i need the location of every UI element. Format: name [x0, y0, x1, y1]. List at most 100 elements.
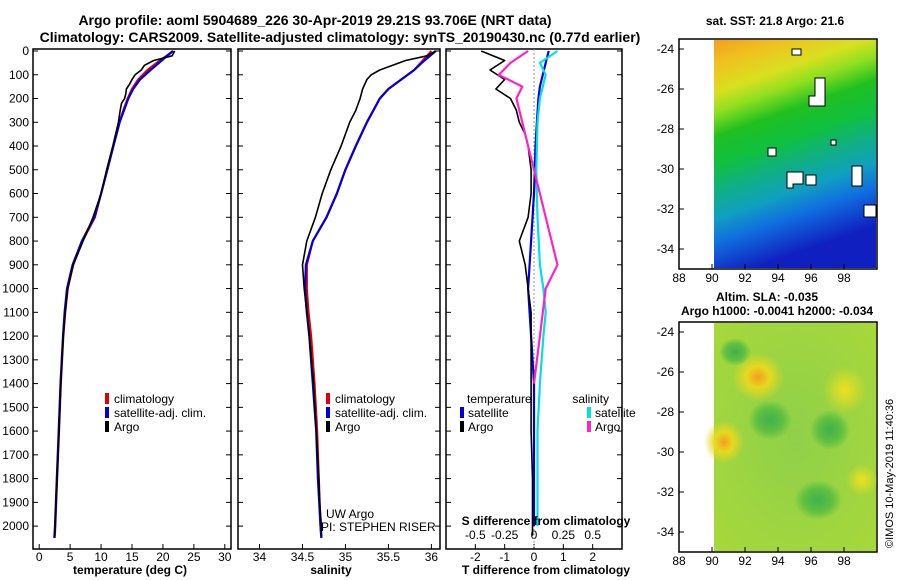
sla-features	[704, 338, 878, 520]
x-tick-label: 34	[253, 550, 267, 564]
sst-map-title: sat. SST: 21.8 Argo: 21.6	[706, 14, 845, 28]
x-tick-label: 10	[94, 550, 108, 564]
s-diff-tick-label: 0.25	[552, 528, 576, 542]
s-diff-tick-label: 0.5	[584, 528, 601, 542]
legend-label-satellite: satellite-adj. clim.	[114, 406, 206, 420]
salinity-frame	[237, 48, 441, 550]
temperature-legend: climatology satellite-adj. clim. Argo	[105, 392, 206, 434]
pressure-tick-label: 700	[9, 210, 29, 224]
pressure-tick-label: 600	[9, 187, 29, 201]
map-x-tick-label: 88	[672, 554, 686, 568]
sla-map: Altim. SLA: -0.035 Argo h1000: -0.0041 h…	[657, 290, 878, 568]
map-x-tick-label: 92	[738, 554, 752, 568]
difference-legend: temperature satellite Argo salinity sate…	[460, 392, 636, 434]
legend-label-argo-s: Argo	[335, 420, 361, 434]
legend-swatch-climatology	[105, 393, 109, 404]
salinity-legend: climatology satellite-adj. clim. Argo	[326, 392, 427, 434]
pressure-axis: 0 100 200 300 400 500 600 700 800 900 1000 1100 1200…	[2, 44, 29, 533]
x-tick-label: -1	[499, 550, 510, 564]
salinity-ticks: 34 34.5 35 35.5 36	[238, 50, 440, 564]
pressure-tick-label: 300	[9, 115, 29, 129]
map-x-tick-label: 96	[804, 271, 818, 285]
pressure-tick-label: 100	[9, 68, 29, 82]
pressure-tick-label: 1300	[2, 353, 29, 367]
legend-label-t-satellite: satellite	[468, 406, 509, 420]
legend-swatch-climatology-s	[326, 393, 330, 404]
legend-label-satellite-s: satellite-adj. clim.	[335, 406, 427, 420]
credit-uw-argo: UW Argo	[326, 507, 374, 521]
map-y-tick-label: -28	[657, 122, 675, 136]
x-tick-label: 35.5	[377, 550, 401, 564]
x-tick-label: 5	[67, 550, 74, 564]
x-tick-label: 0	[531, 550, 538, 564]
sst-cloud-mask	[767, 48, 877, 218]
map-y-tick-label: -32	[657, 202, 675, 216]
legend-swatch-argo	[105, 421, 109, 432]
salinity-xlabel: salinity	[310, 563, 352, 577]
pressure-tick-label: 1400	[2, 377, 29, 391]
sla-map-ticks: 88 90 92 94 96 98 -24 -26 -28 -30 -32 -34	[657, 325, 851, 568]
title-line-2: Climatology: CARS2009. Satellite-adjuste…	[40, 29, 641, 45]
map-x-tick-label: 90	[705, 271, 719, 285]
series-s-argo	[497, 50, 559, 384]
x-tick-label: 1	[560, 550, 567, 564]
legend-swatch-t-satellite	[460, 407, 464, 418]
series-s-satellite	[535, 50, 559, 527]
map-y-tick-label: -34	[657, 242, 675, 256]
legend-label-s-argo: Argo	[595, 420, 621, 434]
temperature-ticks: 0 5 10 15 20 25 30	[33, 50, 232, 564]
map-y-tick-label: -24	[657, 325, 675, 339]
series-argo	[53, 50, 176, 536]
pressure-tick-label: 500	[9, 163, 29, 177]
x-tick-label: 30	[218, 550, 232, 564]
difference-xlabel-top: S difference from climatology	[462, 514, 631, 528]
pressure-tick-label: 1500	[2, 400, 29, 414]
legend-temperature-heading: temperature	[467, 392, 532, 406]
legend-label-climatology-s: climatology	[335, 392, 395, 406]
map-x-tick-label: 98	[837, 271, 851, 285]
x-tick-label: 35	[339, 550, 353, 564]
x-tick-label: 25	[187, 550, 201, 564]
map-x-tick-label: 88	[672, 271, 686, 285]
x-tick-label: 20	[156, 550, 170, 564]
pressure-tick-label: 1100	[3, 305, 29, 319]
title-line-1: Argo profile: aoml 5904689_226 30-Apr-20…	[78, 12, 551, 28]
x-tick-label: 0	[36, 550, 43, 564]
map-y-tick-label: -26	[657, 82, 675, 96]
map-x-tick-label: 94	[771, 554, 785, 568]
legend-swatch-satellite-s	[326, 407, 330, 418]
map-y-tick-label: -28	[657, 405, 675, 419]
pressure-tick-label: 1000	[2, 282, 29, 296]
legend-swatch-s-satellite	[587, 407, 591, 418]
pressure-tick-label: 900	[9, 258, 29, 272]
series-argo	[301, 50, 437, 536]
map-y-tick-label: -34	[657, 525, 675, 539]
temperature-frame	[32, 48, 232, 550]
pressure-tick-label: 1600	[2, 424, 29, 438]
x-tick-label: 15	[125, 550, 139, 564]
legend-label-climatology: climatology	[114, 392, 174, 406]
map-x-tick-label: 92	[738, 271, 752, 285]
credit-pi: PI: STEPHEN RISER	[321, 520, 436, 534]
pressure-tick-label: 1200	[2, 329, 29, 343]
x-tick-label: 34.5	[291, 550, 315, 564]
map-x-tick-label: 94	[771, 271, 785, 285]
legend-salinity-heading: salinity	[572, 392, 609, 406]
series-t-argo	[480, 50, 534, 536]
map-y-tick-label: -30	[657, 445, 675, 459]
pressure-tick-label: 2000	[2, 519, 29, 533]
sst-map: sat. SST: 21.8 Argo: 21.6 88 90 92 94 96 98 -2…	[657, 14, 878, 285]
series-t-satellite	[526, 50, 550, 527]
pressure-tick-label: 1700	[2, 448, 29, 462]
map-y-tick-label: -30	[657, 162, 675, 176]
sla-map-title-2: Argo h1000: -0.0041 h2000: -0.034	[681, 304, 873, 318]
difference-series	[480, 50, 559, 536]
salinity-panel: 34 34.5 35 35.5 36 salinity climatology sate…	[237, 48, 441, 577]
s-diff-tick-label: -0.25	[491, 528, 519, 542]
pressure-tick-label: 200	[9, 92, 29, 106]
sla-map-title-1: Altim. SLA: -0.035	[716, 290, 818, 304]
footer-stamp: ©IMOS 10-May-2019 11:40:36	[884, 399, 896, 548]
